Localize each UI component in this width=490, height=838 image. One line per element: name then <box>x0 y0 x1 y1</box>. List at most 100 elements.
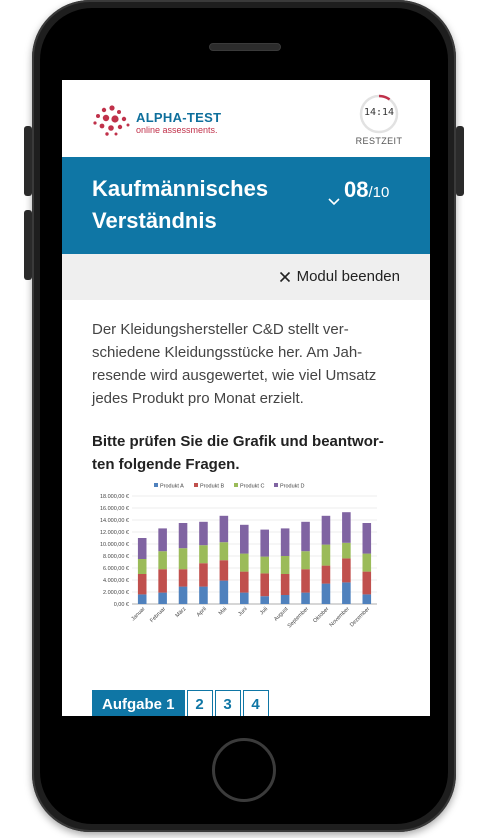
bar-segment <box>260 573 269 597</box>
bar-segment <box>301 592 310 604</box>
question-current: 08 <box>344 177 369 202</box>
bar-segment <box>240 592 249 604</box>
question-counter: 08/10 <box>344 177 389 203</box>
bar-segment <box>362 594 372 604</box>
bar-segment <box>178 548 188 570</box>
bar-segment <box>158 551 167 570</box>
bar-segment <box>219 515 229 543</box>
bar-segment <box>260 596 269 604</box>
end-module-button[interactable]: Modul beenden <box>279 268 400 285</box>
timer-ring-icon <box>359 94 399 134</box>
x-tick-label: Dezember <box>349 606 371 628</box>
task-instruction: Bitte prüfen Sie die Grafik und beantwor… <box>92 433 384 473</box>
legend-label: Produkt D <box>280 484 304 490</box>
chevron-down-icon[interactable] <box>327 195 341 209</box>
legend-swatch <box>234 483 238 487</box>
bar-segment <box>240 524 249 554</box>
bar-segment <box>158 569 167 593</box>
bar-segment <box>342 542 351 559</box>
x-tick-label: September <box>287 606 310 629</box>
y-tick-label: 6.000,00 € <box>103 566 129 572</box>
legend-swatch <box>274 483 278 487</box>
bar-segment <box>199 545 208 564</box>
module-toolbar: Modul beenden <box>62 254 430 300</box>
x-tick-label: Juli <box>259 606 269 616</box>
x-tick-label: Juni <box>237 606 248 617</box>
alpha-test-logo-icon <box>93 105 130 136</box>
bar-segment <box>158 592 167 604</box>
x-tick-label: Januar <box>130 606 146 622</box>
bar-segment <box>280 574 290 595</box>
x-tick-label: März <box>175 606 188 619</box>
bar-segment <box>178 586 188 604</box>
bar-segment <box>362 523 372 554</box>
bar-segment <box>321 583 331 604</box>
bar-segment <box>199 586 208 604</box>
y-tick-label: 2.000,00 € <box>103 590 129 596</box>
power-button <box>456 126 464 196</box>
x-tick-label: Mai <box>218 606 229 617</box>
bar-segment <box>342 558 351 583</box>
brand-name: ALPHA-TEST <box>136 110 222 125</box>
y-tick-label: 4.000,00 € <box>103 578 129 584</box>
y-tick-label: 14.000,00 € <box>100 518 129 524</box>
module-title: Kaufmännisches Verständnis <box>92 176 269 233</box>
bar-segment <box>301 521 310 552</box>
task-tab-2[interactable]: 2 <box>186 690 213 716</box>
home-button[interactable] <box>212 738 276 802</box>
task-tab-1[interactable]: Aufgabe 1 <box>92 690 185 716</box>
bar-segment <box>280 556 290 574</box>
mute-switch <box>24 126 32 196</box>
bar-segment <box>321 515 331 545</box>
bar-segment <box>158 528 167 552</box>
volume-button <box>24 210 32 280</box>
timer-label: RESTZEIT <box>355 136 403 146</box>
x-tick-label: Oktober <box>312 606 330 624</box>
end-module-label: Modul beenden <box>296 268 400 285</box>
legend-label: Produkt B <box>200 484 224 490</box>
bar-segment <box>301 551 310 570</box>
close-icon <box>279 271 290 282</box>
bar-segment <box>321 565 331 584</box>
y-tick-label: 16.000,00 € <box>100 506 129 512</box>
task-tab-4[interactable]: 4 <box>242 690 269 716</box>
bar-segment <box>199 563 208 587</box>
brand-tagline: online assessments. <box>136 125 218 135</box>
task-tab-3[interactable]: 3 <box>214 690 241 716</box>
legend-swatch <box>154 483 158 487</box>
bar-segment <box>301 569 310 593</box>
bar-segment <box>280 528 290 556</box>
legend-label: Produkt C <box>240 484 264 490</box>
bar-segment <box>260 529 269 557</box>
bar-segment <box>342 512 351 543</box>
x-tick-label: August <box>273 606 290 623</box>
bar-segment <box>137 538 147 559</box>
x-tick-label: November <box>329 606 351 628</box>
bar-segment <box>219 542 229 561</box>
bar-segment <box>219 560 229 581</box>
bar-segment <box>137 559 147 574</box>
bar-segment <box>240 553 249 572</box>
y-tick-label: 18.000,00 € <box>100 494 129 500</box>
app-header: ALPHA-TEST online assessments. 14:14 RES… <box>62 80 430 157</box>
bar-segment <box>362 571 372 595</box>
bar-segment <box>240 571 249 593</box>
revenue-stacked-bar-chart: Produkt A Produkt B Produkt C Produkt D 0,00… <box>100 483 377 629</box>
bar-segment <box>178 569 188 587</box>
bar-segment <box>280 595 290 604</box>
bar-segment <box>342 582 351 604</box>
x-tick-label: April <box>196 606 208 618</box>
bar-segment <box>137 594 147 604</box>
y-tick-label: 12.000,00 € <box>100 530 129 536</box>
bar-segment <box>178 523 188 549</box>
bar-segment <box>219 580 229 604</box>
y-tick-label: 0,00 € <box>114 602 129 608</box>
y-tick-label: 10.000,00 € <box>100 542 129 548</box>
question-total: /10 <box>368 184 390 201</box>
timer-value: 14:14 <box>363 107 395 118</box>
bar-segment <box>260 556 269 574</box>
x-tick-label: Februar <box>149 606 167 624</box>
speaker-grille <box>209 43 281 51</box>
bar-segment <box>362 553 372 572</box>
